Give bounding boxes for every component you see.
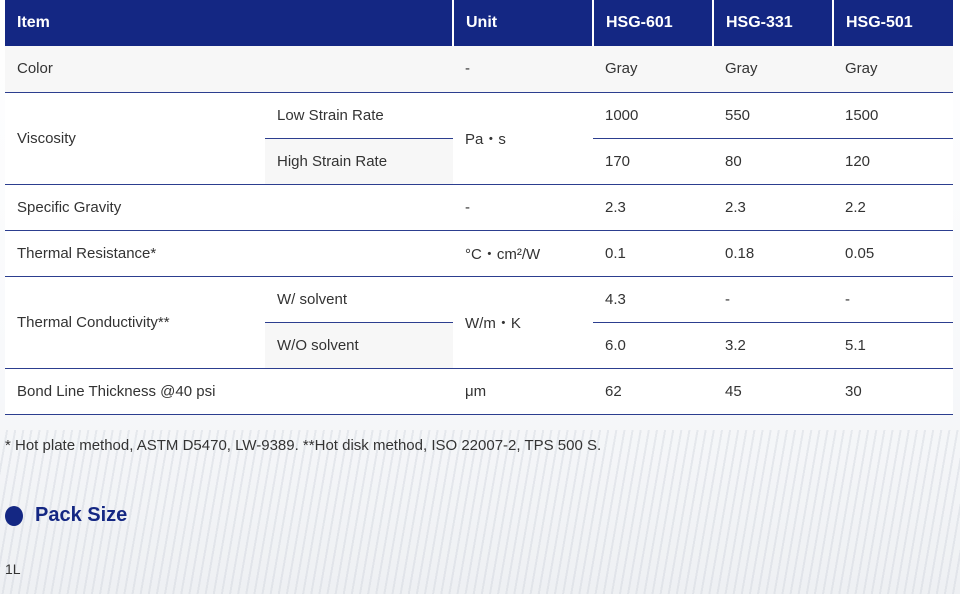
value-cell: -: [713, 276, 833, 323]
bullet-icon: [5, 505, 23, 526]
unit-cell: -: [453, 184, 593, 231]
item-cell: Color: [5, 46, 453, 93]
value-cell: 3.2: [713, 322, 833, 369]
value-cell: 170: [593, 138, 713, 185]
header-hsg501: HSG-501: [833, 0, 953, 46]
value-cell: 120: [833, 138, 953, 185]
item-cell: Specific Gravity: [5, 184, 453, 231]
pack-size-heading: Pack Size: [5, 504, 127, 527]
value-cell: -: [833, 276, 953, 323]
sub-item-cell: W/ solvent: [265, 276, 453, 323]
unit-cell: °C・cm²/W: [453, 230, 593, 277]
table-row: Viscosity Low Strain Rate Pa・s 1000 550 …: [5, 92, 953, 185]
table-row: Thermal Conductivity** W/ solvent W/m・K …: [5, 276, 953, 369]
value-cell: 2.3: [593, 184, 713, 231]
table-header: Item Unit HSG-601 HSG-331 HSG-501: [5, 0, 953, 46]
sub-item-cell: High Strain Rate: [265, 138, 453, 185]
value-cell: 0.1: [593, 230, 713, 277]
value-cell: 45: [713, 368, 833, 415]
item-cell: Viscosity: [5, 92, 265, 185]
pack-size-value: 1L: [5, 561, 21, 577]
header-hsg331: HSG-331: [713, 0, 834, 46]
value-cell: 0.18: [713, 230, 833, 277]
value-cell: 30: [833, 368, 953, 415]
unit-cell: μm: [453, 368, 593, 415]
table-row: Thermal Resistance* °C・cm²/W 0.1 0.18 0.…: [5, 230, 953, 277]
value-cell: 2.2: [833, 184, 953, 231]
value-cell: 1500: [833, 92, 953, 139]
table-row: W/O solvent 6.0 3.2 5.1: [5, 322, 953, 369]
unit-cell: -: [453, 46, 593, 93]
sub-item-cell: Low Strain Rate: [265, 92, 453, 139]
table-row: Color - Gray Gray Gray: [5, 46, 953, 93]
value-cell: 5.1: [833, 322, 953, 369]
value-cell: 1000: [593, 92, 713, 139]
header-unit: Unit: [453, 0, 594, 46]
unit-cell: Pa・s: [453, 92, 593, 185]
pack-size-title: Pack Size: [35, 504, 128, 526]
sub-item-cell: W/O solvent: [265, 322, 453, 369]
spec-table: Item Unit HSG-601 HSG-331 HSG-501 Color …: [5, 0, 953, 415]
value-cell: Gray: [833, 46, 953, 93]
value-cell: Gray: [713, 46, 833, 93]
value-cell: 80: [713, 138, 833, 185]
value-cell: 550: [713, 92, 833, 139]
item-cell: Thermal Conductivity**: [5, 276, 265, 369]
value-cell: 4.3: [593, 276, 713, 323]
item-cell: Thermal Resistance*: [5, 230, 453, 277]
value-cell: 0.05: [833, 230, 953, 277]
footnote: * Hot plate method, ASTM D5470, LW-9389.…: [5, 437, 602, 454]
table-row: High Strain Rate 170 80 120: [5, 138, 953, 185]
item-cell: Bond Line Thickness @40 psi: [5, 368, 453, 415]
header-hsg601: HSG-601: [593, 0, 714, 46]
value-cell: 62: [593, 368, 713, 415]
value-cell: 2.3: [713, 184, 833, 231]
value-cell: 6.0: [593, 322, 713, 369]
value-cell: Gray: [593, 46, 713, 93]
unit-cell: W/m・K: [453, 276, 593, 369]
table-row: Bond Line Thickness @40 psi μm 62 45 30: [5, 368, 953, 415]
table-row: Specific Gravity - 2.3 2.3 2.2: [5, 184, 953, 231]
background-pattern: [0, 430, 960, 594]
header-item: Item: [5, 0, 454, 46]
